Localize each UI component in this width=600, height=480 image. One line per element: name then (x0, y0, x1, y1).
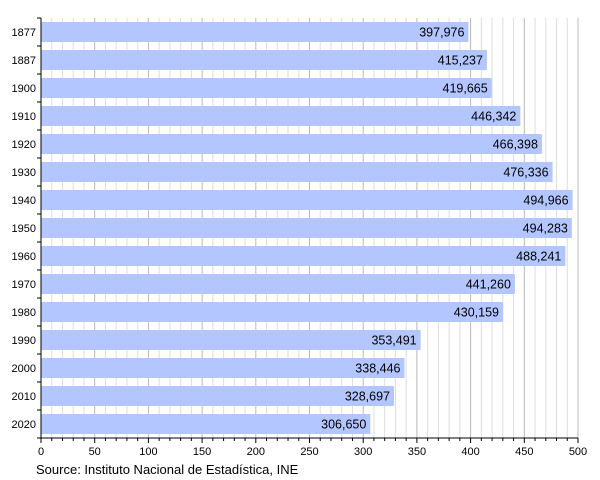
source-note: Source: Instituto Nacional de Estadístic… (36, 462, 299, 477)
value-label-1960: 488,241 (516, 250, 561, 264)
category-label-1900: 1900 (12, 83, 36, 95)
value-label-1920: 466,398 (493, 138, 538, 152)
x-tick-label-150: 150 (193, 446, 211, 458)
category-label-2020: 2020 (12, 419, 36, 431)
bar-1970 (41, 274, 515, 294)
bar-1940 (41, 190, 573, 210)
value-label-1900: 419,665 (443, 82, 488, 96)
category-label-2000: 2000 (12, 363, 36, 375)
bar-1910 (41, 106, 521, 126)
category-label-1887: 1887 (12, 55, 36, 67)
bar-1950 (41, 218, 572, 238)
bar-2000 (41, 358, 405, 378)
bar-1920 (41, 134, 542, 154)
category-label-1910: 1910 (12, 111, 36, 123)
x-tick-label-400: 400 (461, 446, 479, 458)
value-label-1887: 415,237 (438, 54, 483, 68)
category-label-1980: 1980 (12, 307, 36, 319)
bar-1930 (41, 162, 553, 182)
value-label-1930: 476,336 (503, 166, 548, 180)
x-tick-label-300: 300 (354, 446, 372, 458)
bar-2010 (41, 386, 395, 406)
category-label-1877: 1877 (12, 27, 36, 39)
value-label-1877: 397,976 (419, 26, 464, 40)
x-tick-label-50: 50 (89, 446, 101, 458)
value-label-1940: 494,966 (523, 194, 568, 208)
bar-2020 (41, 414, 371, 434)
x-tick-label-0: 0 (38, 446, 44, 458)
value-label-2010: 328,697 (345, 390, 390, 404)
value-label-1990: 353,491 (371, 334, 416, 348)
bar-1900 (41, 78, 492, 98)
bar-1960 (41, 246, 566, 266)
value-label-2000: 338,446 (355, 362, 400, 376)
category-label-1950: 1950 (12, 223, 36, 235)
axes: 1877 1887 1900 1910 1920 1930 1940 1950 1960 1970… (12, 17, 587, 458)
bar-1980 (41, 302, 503, 322)
x-tick-label-200: 200 (247, 446, 265, 458)
category-label-1970: 1970 (12, 279, 36, 291)
x-tick-label-500: 500 (569, 446, 587, 458)
category-label-1940: 1940 (12, 195, 36, 207)
category-label-1920: 1920 (12, 139, 36, 151)
x-tick-label-100: 100 (139, 446, 157, 458)
bars: 397,976 415,237 419,665 446,342 466,398 476,3… (41, 22, 573, 434)
value-label-2020: 306,650 (321, 418, 366, 432)
category-label-1930: 1930 (12, 167, 36, 179)
category-label-1960: 1960 (12, 251, 36, 263)
x-tick-label-450: 450 (515, 446, 533, 458)
x-tick-label-350: 350 (408, 446, 426, 458)
value-label-1950: 494,283 (523, 222, 568, 236)
bar-1887 (41, 50, 487, 70)
category-label-2010: 2010 (12, 391, 36, 403)
category-label-1990: 1990 (12, 335, 36, 347)
bar-1877 (41, 22, 469, 42)
value-label-1910: 446,342 (471, 110, 516, 124)
value-label-1970: 441,260 (466, 278, 511, 292)
x-tick-label-250: 250 (300, 446, 318, 458)
bar-1990 (41, 330, 421, 350)
value-label-1980: 430,159 (454, 306, 499, 320)
